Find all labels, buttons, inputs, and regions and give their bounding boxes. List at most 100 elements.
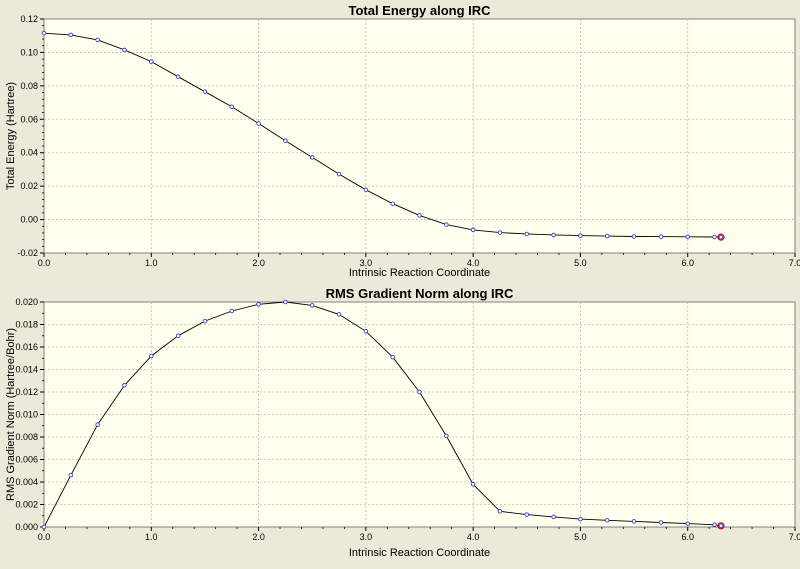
gradient-data-point [283, 299, 288, 305]
gradient-y-axis-label: RMS Gradient Norm (Hartree/Bohr) [5, 328, 17, 501]
energy-x-tick-label: 6.0 [681, 258, 694, 268]
energy-data-point [524, 231, 530, 237]
gradient-y-tick-label: 0.008 [15, 432, 38, 442]
gradient-chart: RMS Gradient Norm along IRC Intrinsic Rea… [0, 282, 800, 564]
gradient-y-tick-label: 0.002 [15, 500, 38, 510]
gradient-data-point [497, 509, 503, 514]
gradient-x-tick-label: 4.0 [467, 532, 480, 542]
energy-data-point [497, 230, 503, 235]
energy-data-point [551, 232, 556, 238]
energy-y-axis-label: Total Energy (Hartree) [5, 82, 17, 190]
energy-data-point [390, 201, 395, 206]
energy-data-point [309, 155, 315, 160]
gradient-data-point [712, 522, 717, 528]
gradient-x-tick-label: 0.0 [38, 532, 51, 542]
energy-x-tick-label: 7.0 [789, 258, 800, 268]
gradient-data-point [578, 516, 583, 522]
energy-data-point [685, 234, 690, 240]
energy-data-point [658, 234, 664, 239]
energy-x-tick-label: 2.0 [252, 258, 265, 268]
energy-x-axis-label: Intrinsic Reaction Coordinate [349, 267, 490, 279]
energy-y-tick-label: 0.06 [20, 114, 38, 124]
energy-y-tick-label: 0.04 [20, 148, 38, 158]
gradient-y-tick-label: 0.018 [15, 320, 38, 330]
energy-chart: Total Energy along IRC Intrinsic Reaction… [0, 0, 800, 282]
gradient-y-tick-label: 0.004 [15, 477, 38, 487]
energy-x-tick-label: 0.0 [38, 258, 51, 268]
gradient-data-point [68, 473, 74, 478]
gradient-y-tick-label: 0.020 [15, 297, 38, 307]
gradient-data-point [202, 318, 208, 324]
energy-data-point [718, 234, 724, 240]
gradient-data-point [551, 514, 556, 520]
energy-data-point [470, 227, 476, 233]
gradient-data-point [631, 519, 637, 524]
gradient-data-point [256, 302, 261, 307]
gradient-data-point [309, 303, 315, 308]
gradient-data-point [122, 383, 127, 388]
gradient-y-tick-label: 0.000 [15, 522, 38, 532]
gradient-data-point [417, 389, 422, 395]
gradient-y-tick-label: 0.006 [15, 455, 38, 465]
gradient-y-tick-label: 0.014 [15, 365, 38, 375]
gradient-data-point [685, 521, 690, 526]
gradient-y-tick-label: 0.016 [15, 342, 38, 352]
gradient-data-point [658, 520, 664, 525]
energy-current-point-marker [717, 233, 725, 241]
energy-data-point [256, 121, 261, 126]
gradient-y-tick-label: 0.012 [15, 387, 38, 397]
energy-data-point [605, 233, 610, 239]
gradient-x-tick-label: 3.0 [360, 532, 373, 542]
energy-data-point [41, 30, 47, 36]
energy-data-point [95, 37, 100, 43]
energy-y-tick-label: 0.10 [20, 47, 38, 57]
energy-data-point [444, 222, 449, 227]
energy-data-point [283, 138, 288, 143]
gradient-data-point [470, 482, 476, 487]
energy-y-tick-label: 0.02 [20, 181, 38, 191]
gradient-data-point [149, 353, 154, 359]
energy-data-point [631, 234, 637, 239]
energy-data-point [175, 74, 181, 79]
gradient-data-point [390, 354, 395, 360]
gradient-x-tick-label: 6.0 [681, 532, 694, 542]
gradient-x-tick-label: 1.0 [145, 532, 158, 542]
energy-data-point [363, 187, 369, 193]
gradient-x-tick-label: 2.0 [252, 532, 265, 542]
energy-data-point [712, 234, 717, 240]
energy-data-point [229, 104, 234, 109]
energy-data-point [578, 233, 583, 238]
energy-x-tick-label: 3.0 [360, 258, 373, 268]
gradient-y-tick-label: 0.010 [15, 410, 38, 420]
gradient-x-tick-label: 7.0 [789, 532, 800, 542]
energy-data-point [417, 213, 422, 218]
gradient-data-point [41, 524, 47, 530]
energy-data-point [202, 89, 208, 94]
gradient-data-point [718, 523, 724, 529]
gradient-data-point [175, 333, 181, 339]
energy-data-point [68, 32, 74, 38]
gradient-data-point [95, 422, 100, 427]
gradient-data-point [524, 512, 530, 517]
gradient-title: RMS Gradient Norm along IRC [326, 286, 514, 301]
energy-plot-area [43, 18, 796, 254]
gradient-x-axis-label: Intrinsic Reaction Coordinate [349, 547, 490, 559]
energy-x-tick-label: 4.0 [467, 258, 480, 268]
energy-y-tick-label: 0.12 [20, 14, 38, 24]
gradient-data-point [605, 518, 610, 523]
energy-y-tick-label: 0.08 [20, 81, 38, 91]
gradient-data-point [229, 308, 234, 314]
energy-x-tick-label: 1.0 [145, 258, 158, 268]
gradient-data-point [444, 433, 449, 439]
energy-data-point [336, 171, 342, 177]
gradient-current-point-marker [717, 522, 725, 530]
energy-y-tick-label: 0.00 [20, 215, 38, 225]
energy-data-point [149, 59, 154, 64]
energy-x-tick-label: 5.0 [574, 258, 587, 268]
gradient-data-point [363, 329, 369, 334]
energy-title: Total Energy along IRC [348, 3, 491, 18]
energy-y-tick-label: -0.02 [17, 248, 38, 258]
gradient-x-tick-label: 5.0 [574, 532, 587, 542]
